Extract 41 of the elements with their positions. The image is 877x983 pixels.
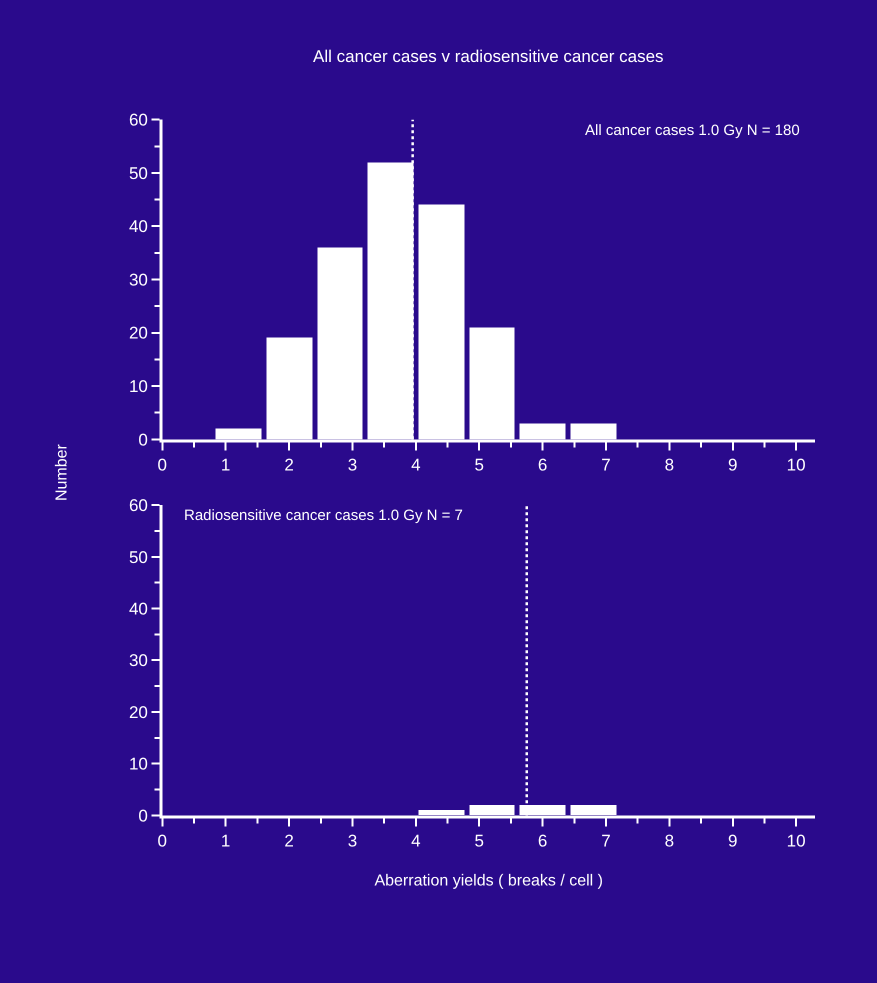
y-tick-label: 50 xyxy=(128,548,148,567)
y-axis-title: Number xyxy=(54,443,71,502)
x-tick-label: 5 xyxy=(474,832,484,851)
x-tick-label: 3 xyxy=(348,832,358,851)
y-tick-label: 20 xyxy=(128,324,148,343)
x-tick-label: 7 xyxy=(601,832,611,851)
y-tick-label: 0 xyxy=(138,430,148,450)
x-tick-label: 4 xyxy=(411,832,421,851)
y-tick-label: 60 xyxy=(128,496,148,516)
x-tick-label: 7 xyxy=(601,456,611,475)
y-tick-label: 50 xyxy=(128,164,148,183)
x-tick-label: 5 xyxy=(474,456,484,475)
y-tick-label: 30 xyxy=(128,270,148,290)
y-tick-label: 60 xyxy=(128,110,148,130)
x-tick-label: 10 xyxy=(786,456,806,475)
y-tick-label: 20 xyxy=(128,702,148,722)
y-tick-label: 10 xyxy=(128,376,148,396)
chart-title: All cancer cases v radiosensitive cancer cases xyxy=(313,47,664,66)
y-tick-label: 10 xyxy=(128,754,148,774)
x-axis-title: Aberration yields ( breaks / cell ) xyxy=(374,872,603,890)
y-tick-label: 40 xyxy=(128,599,148,618)
x-tick-label: 1 xyxy=(220,456,230,475)
x-tick-label: 3 xyxy=(348,456,358,475)
x-tick-label: 6 xyxy=(538,456,548,475)
x-tick-label: 6 xyxy=(538,832,548,851)
y-tick-label: 30 xyxy=(128,651,148,670)
annotation: All cancer cases 1.0 Gy N = 180 xyxy=(585,122,800,139)
annotation: Radiosensitive cancer cases 1.0 Gy N = 7 xyxy=(184,507,463,524)
x-tick-label: 0 xyxy=(158,832,168,851)
x-tick-label: 1 xyxy=(220,832,230,851)
x-tick-label: 2 xyxy=(284,832,294,851)
y-tick-label: 0 xyxy=(138,806,148,826)
x-tick-label: 9 xyxy=(728,832,738,851)
x-tick-label: 8 xyxy=(664,832,674,851)
x-tick-label: 10 xyxy=(786,832,806,851)
x-tick-label: 2 xyxy=(284,456,294,475)
x-tick-label: 9 xyxy=(728,456,738,475)
x-tick-label: 0 xyxy=(158,456,168,475)
x-tick-label: 8 xyxy=(664,456,674,475)
y-tick-label: 40 xyxy=(128,217,148,236)
x-tick-label: 4 xyxy=(411,456,421,475)
